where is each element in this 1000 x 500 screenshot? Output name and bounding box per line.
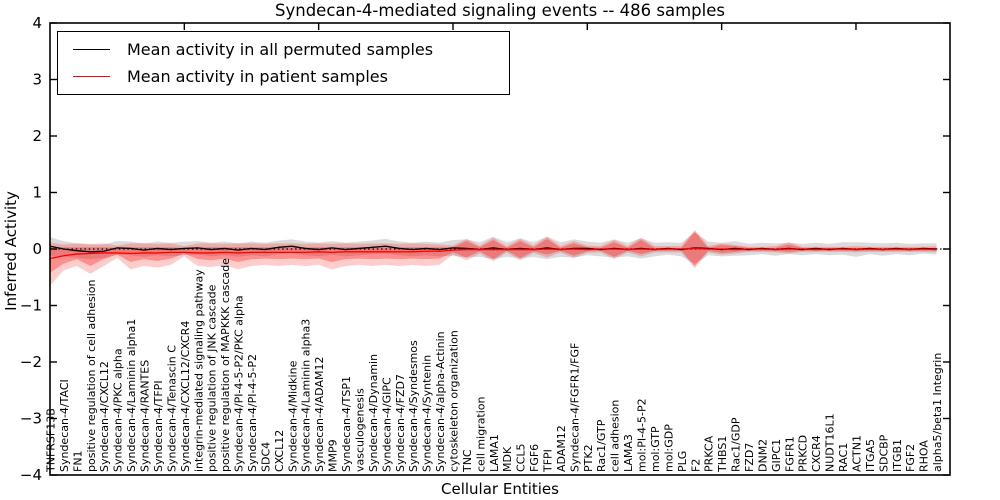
y-tick-label: 1 (32, 184, 42, 202)
category-label: PRKCA (703, 435, 716, 472)
legend-label-permuted: Mean activity in all permuted samples (127, 40, 434, 59)
category-label: PLG (676, 451, 689, 472)
category-label: Syndecan-4/RANTES (139, 360, 152, 472)
category-label: Syndecan-4/TSP1 (340, 376, 353, 472)
y-tick-label: −3 (20, 410, 42, 428)
series-line-patient_mean (49, 247, 937, 260)
y-axis-label: Inferred Activity (2, 191, 20, 311)
category-label: Syndecan-4/Syntenin (421, 355, 434, 472)
y-tick-label: −4 (20, 466, 42, 484)
category-label: PRKCD (797, 435, 810, 472)
category-label: cell adhesion (609, 400, 622, 472)
category-label: TNFRSF13B (45, 408, 58, 473)
category-label: integrin-mediated signaling pathway (192, 269, 205, 472)
category-label: Rac1/GTP (595, 419, 608, 472)
category-label: mol:GDP (662, 424, 675, 472)
category-label: RHOA (918, 440, 931, 472)
y-tick-label: −1 (20, 297, 42, 315)
category-label: cell migration (474, 396, 487, 472)
band-patient_inner_band (50, 232, 937, 273)
category-label: vasculogenesis (353, 388, 366, 472)
category-label: Syndecan-4/Dynamin (367, 354, 380, 472)
category-label: Syndecan-4/alpha-Actinin (434, 331, 447, 472)
y-tick-label: 2 (32, 127, 42, 145)
y-tick-label: −2 (20, 353, 42, 371)
category-label: cytoskeleton organization (447, 330, 460, 472)
category-label: LAMA1 (488, 434, 501, 472)
category-label: Syndecan-4/FGFR1/FGF (568, 343, 581, 472)
category-label: mol:PI-4-5-P2 (636, 398, 649, 472)
category-label: positive regulation of MAPKKK cascade (219, 258, 232, 472)
legend-line-patient-icon (73, 76, 110, 77)
legend-entry-permuted: Mean activity in all permuted samples (73, 40, 509, 59)
legend-label-patient: Mean activity in patient samples (127, 67, 388, 86)
legend: Mean activity in all permuted samples Me… (57, 31, 510, 95)
category-label: CXCL12 (273, 430, 286, 472)
category-label: Syndecan-4/GIPC (380, 377, 393, 472)
category-label: Syndecan-4/PI-4-5-P2 (246, 354, 259, 472)
category-label: DNM2 (756, 439, 769, 472)
category-label: Syndecan-4/Tenascin C (165, 345, 178, 472)
category-label: FZD7 (743, 443, 756, 472)
category-label: SDC4 (259, 442, 272, 472)
chart-title: Syndecan-4-mediated signaling events -- … (275, 1, 725, 20)
category-label: FN1 (71, 450, 84, 472)
category-label: FGF2 (904, 444, 917, 472)
category-label: THBS1 (716, 436, 729, 473)
category-label: SDCBP (877, 434, 890, 472)
category-label: MDK (501, 446, 514, 472)
category-label: positive regulation of JNK cascade (206, 284, 219, 472)
category-label: ITGB1 (891, 439, 904, 472)
category-label: RAC1 (837, 443, 850, 472)
category-label: FGF6 (528, 444, 541, 472)
category-label: Syndecan-4/Laminin alpha3 (300, 319, 313, 472)
category-label: GIPC1 (770, 439, 783, 472)
category-label: Syndecan-4/TFPI (152, 380, 165, 472)
category-label: CCL5 (515, 444, 528, 473)
y-tick-label: 3 (32, 71, 42, 89)
category-label: ITGA5 (864, 439, 877, 472)
y-tick-label: 4 (32, 14, 42, 32)
legend-line-permuted-icon (73, 49, 110, 50)
category-label: NUDT16L1 (824, 413, 837, 472)
category-label: Syndecan-4/PKC alpha (112, 348, 125, 472)
category-label: TFPI (542, 449, 555, 473)
x-axis-label: Cellular Entities (441, 480, 559, 498)
category-label: alpha5/beta1 Integrin (931, 353, 944, 472)
category-label: mol:GTP (649, 426, 662, 472)
category-label: Syndecan-4/ADAM12 (313, 357, 326, 472)
y-tick-label: 0 (32, 240, 42, 258)
category-label: Syndecan-4/CXCL12 (98, 361, 111, 472)
category-label: CXCR4 (810, 435, 823, 472)
category-label: Syndecan-4/TACI (58, 379, 71, 472)
category-label: PTK2 (582, 444, 595, 472)
category-label: F2 (689, 459, 702, 472)
legend-entry-patient: Mean activity in patient samples (73, 67, 509, 86)
category-label: FGFR1 (783, 436, 796, 472)
category-label: positive regulation of cell adhesion (85, 279, 98, 472)
category-label: Syndecan-4/PI-4-5-P2/PKC alpha (233, 295, 246, 472)
category-label: Syndecan-4/Laminin alpha1 (125, 319, 138, 472)
category-label: Rac1/GDP (730, 417, 743, 472)
category-label: LAMA3 (622, 434, 635, 472)
category-label: Syndecan-4/FZD7 (394, 374, 407, 472)
band-patient_outer_band (50, 229, 937, 286)
category-label: ADAM12 (555, 425, 568, 472)
category-label: MMP9 (327, 439, 340, 472)
category-label: TNC (461, 449, 474, 473)
category-label: ACTN1 (850, 435, 863, 472)
category-label: Syndecan-4/Syndesmos (407, 340, 420, 472)
category-label: Syndecan-4/CXCL12/CXCR4 (179, 321, 192, 472)
category-label: Syndecan-4/Midkine (286, 360, 299, 472)
